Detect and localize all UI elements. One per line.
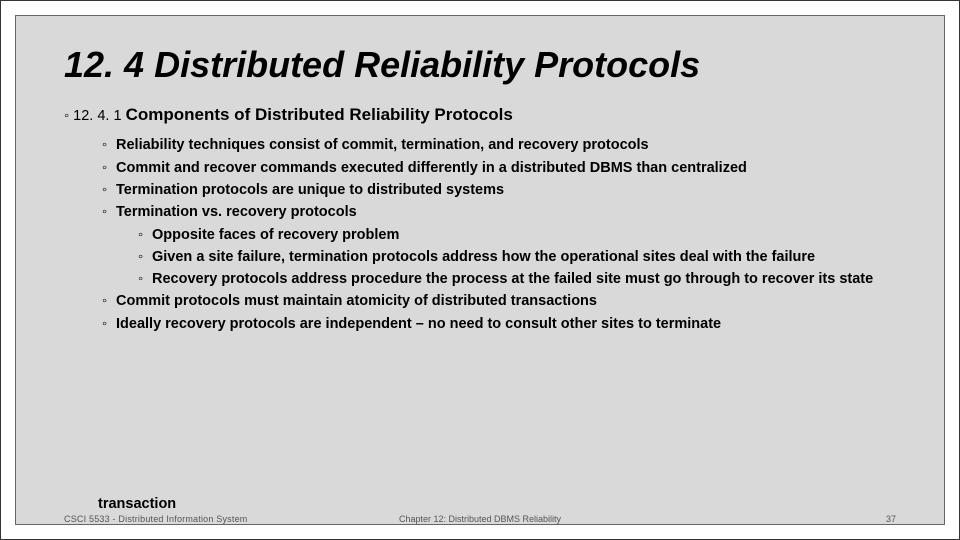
list-item: ◦Termination protocols are unique to dis… [102,180,896,200]
bullet-icon: ◦ [102,180,116,200]
bullet-icon: ◦ [102,291,116,311]
bullet-icon: ◦ [102,314,116,334]
list-item: ◦Given a site failure, termination proto… [138,247,896,267]
bullet-icon: ◦ [138,247,152,267]
bullet-text: Opposite faces of recovery problem [152,225,896,245]
bullet-icon: ◦ [102,135,116,155]
bullet-text: Termination protocols are unique to dist… [116,180,896,200]
bullet-text: Ideally recovery protocols are independe… [116,314,896,334]
section-heading: ◦ 12. 4. 1 Components of Distributed Rel… [64,105,896,125]
footer-center: Chapter 12: Distributed DBMS Reliability [399,514,561,524]
bullet-text: Given a site failure, termination protoc… [152,247,896,267]
bullet-icon: ◦ [102,158,116,178]
bullet-icon: ◦ [138,269,152,289]
footer-left: CSCI 5533 - Distributed Information Syst… [64,514,247,524]
bullet-icon: ◦ [138,225,152,245]
overflow-word: transaction [98,496,176,512]
bullet-text: Recovery protocols address procedure the… [152,269,896,289]
bullet-icon: ◦ [102,202,116,222]
list-item: ◦Termination vs. recovery protocols [102,202,896,222]
slide-inner-frame: 12. 4 Distributed Reliability Protocols … [15,15,945,525]
slide-outer-frame: 12. 4 Distributed Reliability Protocols … [0,0,960,540]
bullet-text: Commit and recover commands executed dif… [116,158,896,178]
list-item: ◦Commit protocols must maintain atomicit… [102,291,896,311]
list-item: ◦Recovery protocols address procedure th… [138,269,896,289]
section-number: 12. 4. 1 [73,108,121,124]
footer-page-number: 37 [886,514,896,524]
bullet-text: Reliability techniques consist of commit… [116,135,896,155]
bullet-text: Termination vs. recovery protocols [116,202,896,222]
list-item: ◦Opposite faces of recovery problem [138,225,896,245]
list-item: ◦Commit and recover commands executed di… [102,158,896,178]
bullet-text: Commit protocols must maintain atomicity… [116,291,896,311]
list-item: ◦Ideally recovery protocols are independ… [102,314,896,334]
section-title: Components of Distributed Reliability Pr… [126,105,513,124]
slide-title: 12. 4 Distributed Reliability Protocols [64,44,896,85]
list-item: ◦Reliability techniques consist of commi… [102,135,896,155]
